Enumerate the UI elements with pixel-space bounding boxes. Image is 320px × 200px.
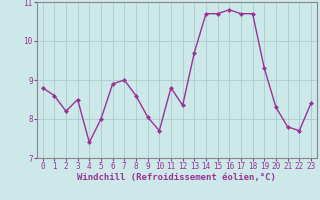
X-axis label: Windchill (Refroidissement éolien,°C): Windchill (Refroidissement éolien,°C) xyxy=(77,173,276,182)
